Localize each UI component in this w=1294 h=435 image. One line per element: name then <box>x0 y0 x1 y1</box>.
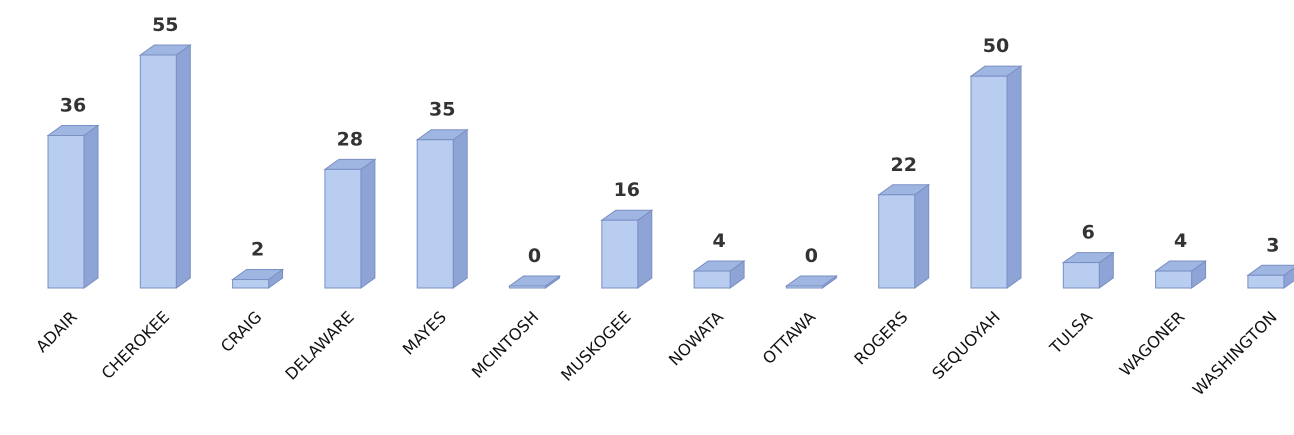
bar-front-nowata <box>693 270 731 289</box>
x-tick-labels-group: ADAIR CHEROKEE CRAIG DELAWARE MAYES MCINTOSH M… <box>32 307 1281 399</box>
data-label-delaware: 28 <box>337 128 363 150</box>
bar-side-sequoyah <box>1006 65 1022 289</box>
data-label-wagoner: 4 <box>1174 230 1187 252</box>
bar-side-cherokee <box>175 44 191 289</box>
tick-label-adair: ADAIR <box>32 307 81 356</box>
bar-front-delaware <box>324 168 362 289</box>
bar-front-cherokee <box>139 54 177 289</box>
data-label-washington: 3 <box>1266 234 1279 256</box>
bar-side-adair <box>83 124 99 289</box>
bar-front-mayes <box>416 139 454 289</box>
tick-label-tulsa: TULSA <box>1045 307 1096 358</box>
tick-label-wagoner: WAGONER <box>1116 307 1189 380</box>
bar-craig <box>231 268 285 289</box>
data-label-adair: 36 <box>60 94 86 116</box>
data-label-ottawa: 0 <box>805 245 818 267</box>
bar-front-mcintosh <box>509 285 546 289</box>
data-label-muskogee: 16 <box>614 179 640 201</box>
bar-delaware <box>323 158 377 289</box>
tick-label-ottawa: OTTAWA <box>759 307 820 368</box>
data-label-craig: 2 <box>251 239 264 261</box>
tick-label-mayes: MAYES <box>399 307 450 358</box>
bar-mayes <box>415 128 469 289</box>
bar-front-sequoyah <box>970 75 1008 289</box>
bar-front-rogers <box>878 194 916 289</box>
bar-washington <box>1246 264 1294 289</box>
bar-sequoyah <box>969 65 1023 289</box>
data-label-mcintosh: 0 <box>528 245 541 267</box>
bar-tulsa <box>1061 251 1115 289</box>
bar-front-tulsa <box>1062 262 1100 289</box>
tick-label-delaware: DELAWARE <box>281 307 357 383</box>
bar-front-wagoner <box>1155 270 1193 289</box>
bar-adair <box>46 124 100 289</box>
bars-group <box>46 44 1294 289</box>
bar-rogers <box>877 183 931 289</box>
bar-nowata <box>692 260 746 289</box>
bar-muskogee <box>600 209 654 289</box>
tick-label-cherokee: CHEROKEE <box>98 307 173 382</box>
bar-side-muskogee <box>637 209 653 289</box>
bar-front-adair <box>47 134 85 289</box>
bar-side-mayes <box>452 128 468 289</box>
bar-side-rogers <box>914 183 930 289</box>
tick-label-nowata: NOWATA <box>665 307 727 369</box>
data-label-nowata: 4 <box>712 230 725 252</box>
bar-front-washington <box>1247 274 1285 289</box>
bar-side-delaware <box>360 158 376 289</box>
tick-label-sequoyah: SEQUOYAH <box>928 307 1004 383</box>
bar-top-mcintosh <box>507 275 562 287</box>
tick-label-mcintosh: MCINTOSH <box>468 307 542 381</box>
tick-label-rogers: ROGERS <box>850 307 911 368</box>
bar-top-ottawa <box>784 275 838 287</box>
bar-wagoner <box>1154 260 1208 289</box>
data-label-rogers: 22 <box>890 154 916 176</box>
data-label-sequoyah: 50 <box>983 35 1009 57</box>
tick-label-craig: CRAIG <box>217 307 266 356</box>
bar-front-craig <box>232 279 270 289</box>
data-label-mayes: 35 <box>429 99 455 121</box>
bar-front-ottawa <box>785 285 823 289</box>
bar-ottawa <box>784 275 838 289</box>
bar-cherokee <box>138 44 192 289</box>
tick-label-washington: WASHINGTON <box>1189 307 1281 399</box>
bar-front-muskogee <box>601 219 639 289</box>
data-labels-group: 36 55 2 28 35 0 16 4 0 22 50 6 4 3 <box>60 14 1280 267</box>
tick-label-muskogee: MUSKOGEE <box>557 307 634 384</box>
data-label-cherokee: 55 <box>152 14 178 36</box>
bar-mcintosh <box>507 275 562 289</box>
data-label-tulsa: 6 <box>1082 222 1095 244</box>
